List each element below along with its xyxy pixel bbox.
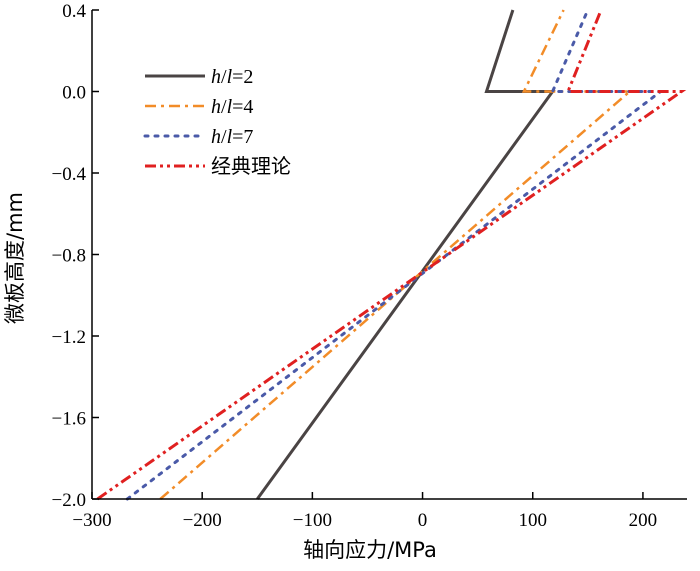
legend-label-2: h/l=4 <box>211 96 253 118</box>
y-axis-label: 微板高度/mm <box>3 192 27 324</box>
y-tick-label-3: −0.4 <box>52 164 87 185</box>
x-axis-label: 轴向应力/MPa <box>303 538 437 562</box>
y-tick-label-5: −1.2 <box>52 327 86 348</box>
y-tick-label-7: −2.0 <box>52 490 86 511</box>
y-tick-label-2: 0.0 <box>62 83 86 104</box>
y-tick-label-6: −1.6 <box>52 409 86 430</box>
ticks-layer: −300 −200 −100 0 100 200 0.4 0.0 −0.4 −0.8 −1.2 −1.… <box>52 1 658 531</box>
x-tick-label-3: −100 <box>293 510 332 531</box>
x-tick-label-1: −300 <box>72 510 111 531</box>
y-tick-label-1: 0.4 <box>62 1 86 22</box>
series-line-4 <box>96 9 687 501</box>
legend-label-3: h/l=7 <box>211 126 253 148</box>
x-tick-label-5: 100 <box>518 510 547 531</box>
x-tick-label-2: −200 <box>183 510 222 531</box>
series-line-1 <box>256 9 556 500</box>
x-tick-label-4: 0 <box>418 510 428 531</box>
series-layer <box>96 8 687 501</box>
x-tick-label-6: 200 <box>629 510 658 531</box>
series-line-3 <box>125 8 666 501</box>
legend: h/l=2 h/l=4 h/l=7 经典理论 <box>143 66 291 178</box>
y-tick-label-4: −0.8 <box>52 246 86 267</box>
legend-label-4: 经典理论 <box>211 155 291 178</box>
legend-label-1: h/l=2 <box>211 66 253 88</box>
